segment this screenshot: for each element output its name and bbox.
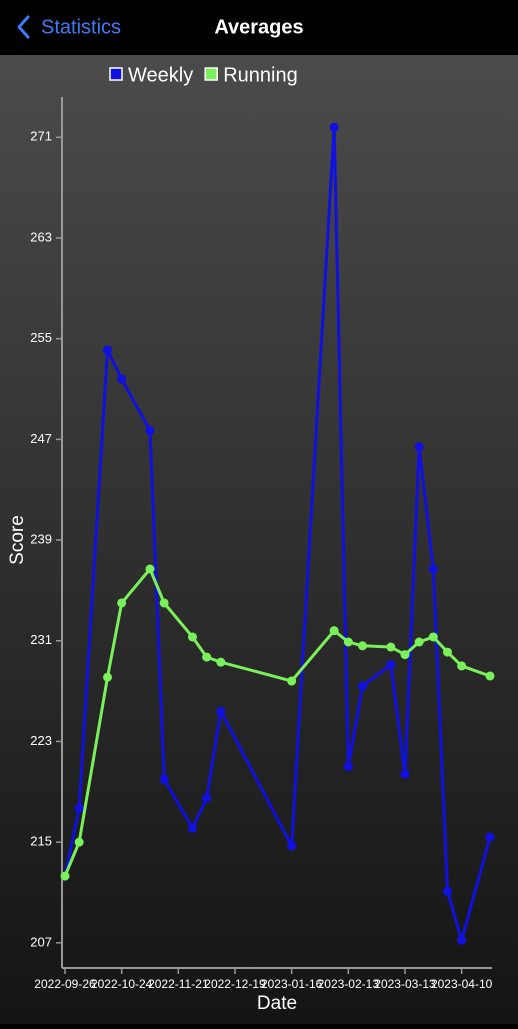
x-axis-label: Date [257, 993, 297, 1014]
x-tick-label: 2022-11-21 [148, 977, 209, 991]
data-point [202, 652, 212, 662]
legend-swatch [109, 67, 123, 81]
data-point [287, 676, 297, 686]
data-point [74, 803, 84, 813]
x-tick-label: 2023-02-13 [318, 977, 380, 991]
y-tick-label: 239 [30, 531, 52, 546]
data-point [386, 642, 396, 652]
series-line [63, 125, 492, 942]
data-point [117, 598, 127, 608]
back-chevron[interactable] [17, 15, 30, 39]
legend-swatch [204, 67, 218, 81]
y-tick-label: 271 [30, 129, 52, 144]
data-point [442, 647, 452, 657]
x-tick-label: 2023-01-16 [261, 977, 323, 991]
data-point [60, 871, 70, 881]
data-point [102, 672, 112, 682]
data-point [428, 564, 438, 574]
data-point [202, 793, 212, 803]
y-tick-label: 223 [30, 733, 52, 748]
data-point [428, 632, 438, 642]
data-point [485, 671, 495, 681]
x-tick-label: 2022-10-24 [91, 977, 153, 991]
data-point [457, 935, 467, 945]
y-tick-label: 207 [30, 934, 52, 949]
data-point [386, 660, 396, 670]
y-axis-label: Score [7, 515, 28, 565]
legend-label: Running [223, 64, 298, 86]
x-tick-label: 2023-03-13 [374, 977, 436, 991]
data-point [117, 374, 127, 384]
data-point [414, 637, 424, 647]
data-point [159, 774, 169, 784]
data-point [457, 661, 467, 671]
y-tick-label: 255 [30, 330, 52, 345]
data-point [400, 650, 410, 660]
data-point [485, 832, 495, 842]
data-point [357, 641, 367, 651]
y-tick-label: 231 [30, 632, 52, 647]
data-point [74, 837, 84, 847]
data-point [145, 426, 155, 436]
x-tick-label: 2023-04-10 [431, 977, 493, 991]
plot: 2072152232312392472552632712022-09-26202… [7, 64, 495, 1014]
legend-label: Weekly [128, 64, 193, 86]
data-point [414, 442, 424, 452]
data-point [357, 681, 367, 691]
y-tick-label: 263 [30, 229, 52, 244]
data-point [187, 823, 197, 833]
data-point [216, 706, 226, 716]
data-point [329, 626, 339, 636]
y-tick-label: 247 [30, 431, 52, 446]
nav-bar [0, 0, 518, 55]
data-point [187, 632, 197, 642]
data-point [287, 841, 297, 851]
data-point [329, 122, 339, 132]
x-tick-label: 2022-09-26 [34, 977, 96, 991]
data-point [343, 637, 353, 647]
data-point [159, 598, 169, 608]
back-button[interactable]: Statistics [41, 16, 121, 38]
data-point [216, 657, 226, 667]
data-point [442, 886, 452, 896]
nav-title: Averages [214, 16, 303, 38]
chart-background [0, 55, 518, 1024]
x-tick-label: 2022-12-19 [204, 977, 266, 991]
data-point [102, 345, 112, 355]
data-point [400, 769, 410, 779]
y-tick-label: 215 [30, 834, 52, 849]
data-point [343, 762, 353, 772]
data-point [145, 564, 155, 574]
